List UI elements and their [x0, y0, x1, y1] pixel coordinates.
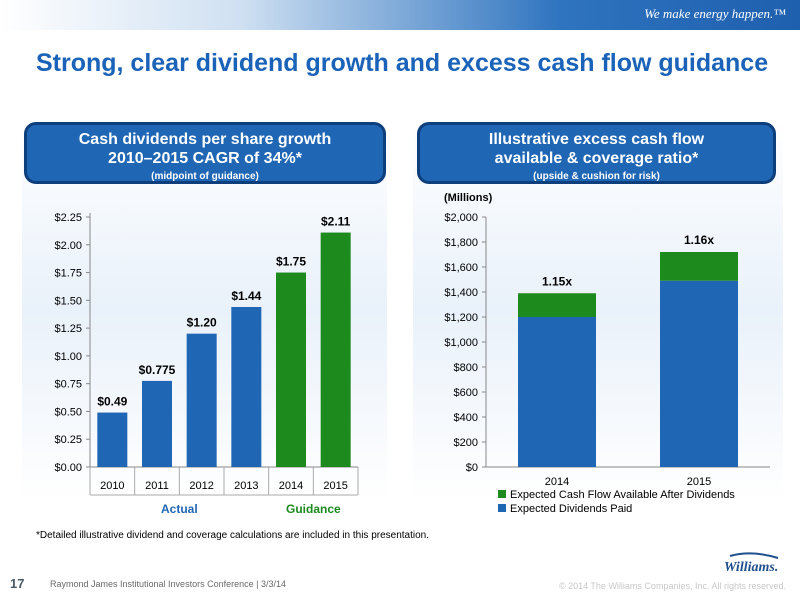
- conference-label: Raymond James Institutional Investors Co…: [50, 579, 286, 589]
- bar: [320, 232, 351, 467]
- bar-value-label: $0.49: [97, 395, 127, 409]
- legend-swatch: [498, 490, 506, 498]
- y-tick-label: $1,200: [444, 312, 478, 324]
- coverage-ratio-label: 1.15x: [542, 274, 572, 288]
- tagline: We make energy happen.™: [644, 6, 786, 21]
- right-banner-line1: Illustrative excess cash flow: [488, 131, 705, 148]
- bar-value-label: $1.20: [187, 316, 217, 330]
- y-tick-label: $1.25: [54, 323, 82, 335]
- x-tick-label: 2015: [687, 476, 711, 488]
- y-tick-label: $1.75: [54, 268, 82, 280]
- y-tick-label: $0.25: [54, 434, 82, 446]
- group-label: Actual: [161, 502, 198, 516]
- bar-value-label: $2.11: [321, 215, 351, 229]
- page-number: 17: [10, 576, 25, 591]
- y-tick-label: $800: [454, 362, 478, 374]
- bar-value-label: $1.44: [231, 289, 261, 303]
- logo-text: Williams.: [724, 560, 778, 574]
- y-tick-label: $1,800: [444, 237, 478, 249]
- x-tick-label: 2011: [145, 480, 169, 492]
- y-tick-label: $1,000: [444, 337, 478, 349]
- y-tick-label: $2,000: [444, 212, 478, 224]
- x-tick-label: 2015: [323, 480, 347, 492]
- legend-swatch: [498, 504, 506, 512]
- bar: [276, 272, 306, 467]
- header-bar: We make energy happen.™: [0, 0, 800, 30]
- right-banner-line2: available & coverage ratio*: [494, 150, 699, 167]
- y-tick-label: $1.50: [54, 295, 82, 307]
- left-chart-banner: Cash dividends per share growth 2010–201…: [24, 122, 386, 184]
- left-banner-line3: (midpoint of guidance): [151, 171, 259, 182]
- stacked-bar-segment: [518, 293, 596, 317]
- williams-logo: Williams.: [724, 552, 778, 574]
- y-axis-title: (Millions): [444, 192, 493, 204]
- left-banner-line1: Cash dividends per share growth: [78, 131, 332, 148]
- x-tick-label: 2014: [279, 480, 303, 492]
- x-tick-label: 2013: [234, 480, 258, 492]
- y-tick-label: $0.75: [54, 379, 82, 391]
- y-tick-label: $200: [454, 437, 478, 449]
- page-title: Strong, clear dividend growth and excess…: [36, 49, 769, 77]
- x-tick-label: 2010: [100, 480, 124, 492]
- bar-value-label: $0.775: [139, 363, 176, 377]
- bar-value-label: $1.75: [276, 255, 306, 269]
- left-banner-line2: 2010–2015 CAGR of 34%*: [108, 150, 302, 167]
- y-tick-label: $1,600: [444, 262, 478, 274]
- coverage-ratio-label: 1.16x: [684, 233, 714, 247]
- y-tick-label: $2.25: [54, 212, 82, 224]
- stacked-bar-segment: [660, 252, 738, 281]
- legend-label: Expected Cash Flow Available After Divid…: [510, 489, 735, 501]
- bar: [186, 333, 217, 467]
- copyright: © 2014 The Williams Companies, Inc. All …: [558, 581, 786, 591]
- y-tick-label: $0.50: [54, 406, 82, 418]
- y-tick-label: $600: [454, 387, 478, 399]
- x-tick-label: 2014: [545, 476, 569, 488]
- footnote: *Detailed illustrative dividend and cove…: [36, 530, 430, 541]
- legend-label: Expected Dividends Paid: [510, 503, 632, 515]
- y-tick-label: $400: [454, 412, 478, 424]
- y-tick-label: $2.00: [54, 240, 82, 252]
- bar: [142, 380, 172, 467]
- stacked-bar-segment: [518, 317, 596, 467]
- y-tick-label: $0: [466, 462, 478, 474]
- group-label: Guidance: [286, 502, 341, 516]
- y-tick-label: $1.00: [54, 351, 82, 363]
- right-chart-banner: Illustrative excess cash flow available …: [417, 122, 776, 184]
- bar: [97, 412, 128, 467]
- y-tick-label: $0.00: [54, 462, 82, 474]
- stacked-bar-segment: [660, 280, 738, 467]
- x-tick-label: 2012: [189, 480, 213, 492]
- bar: [231, 307, 262, 467]
- right-banner-line3: (upside & cushion for risk): [533, 171, 660, 182]
- y-tick-label: $1,400: [444, 287, 478, 299]
